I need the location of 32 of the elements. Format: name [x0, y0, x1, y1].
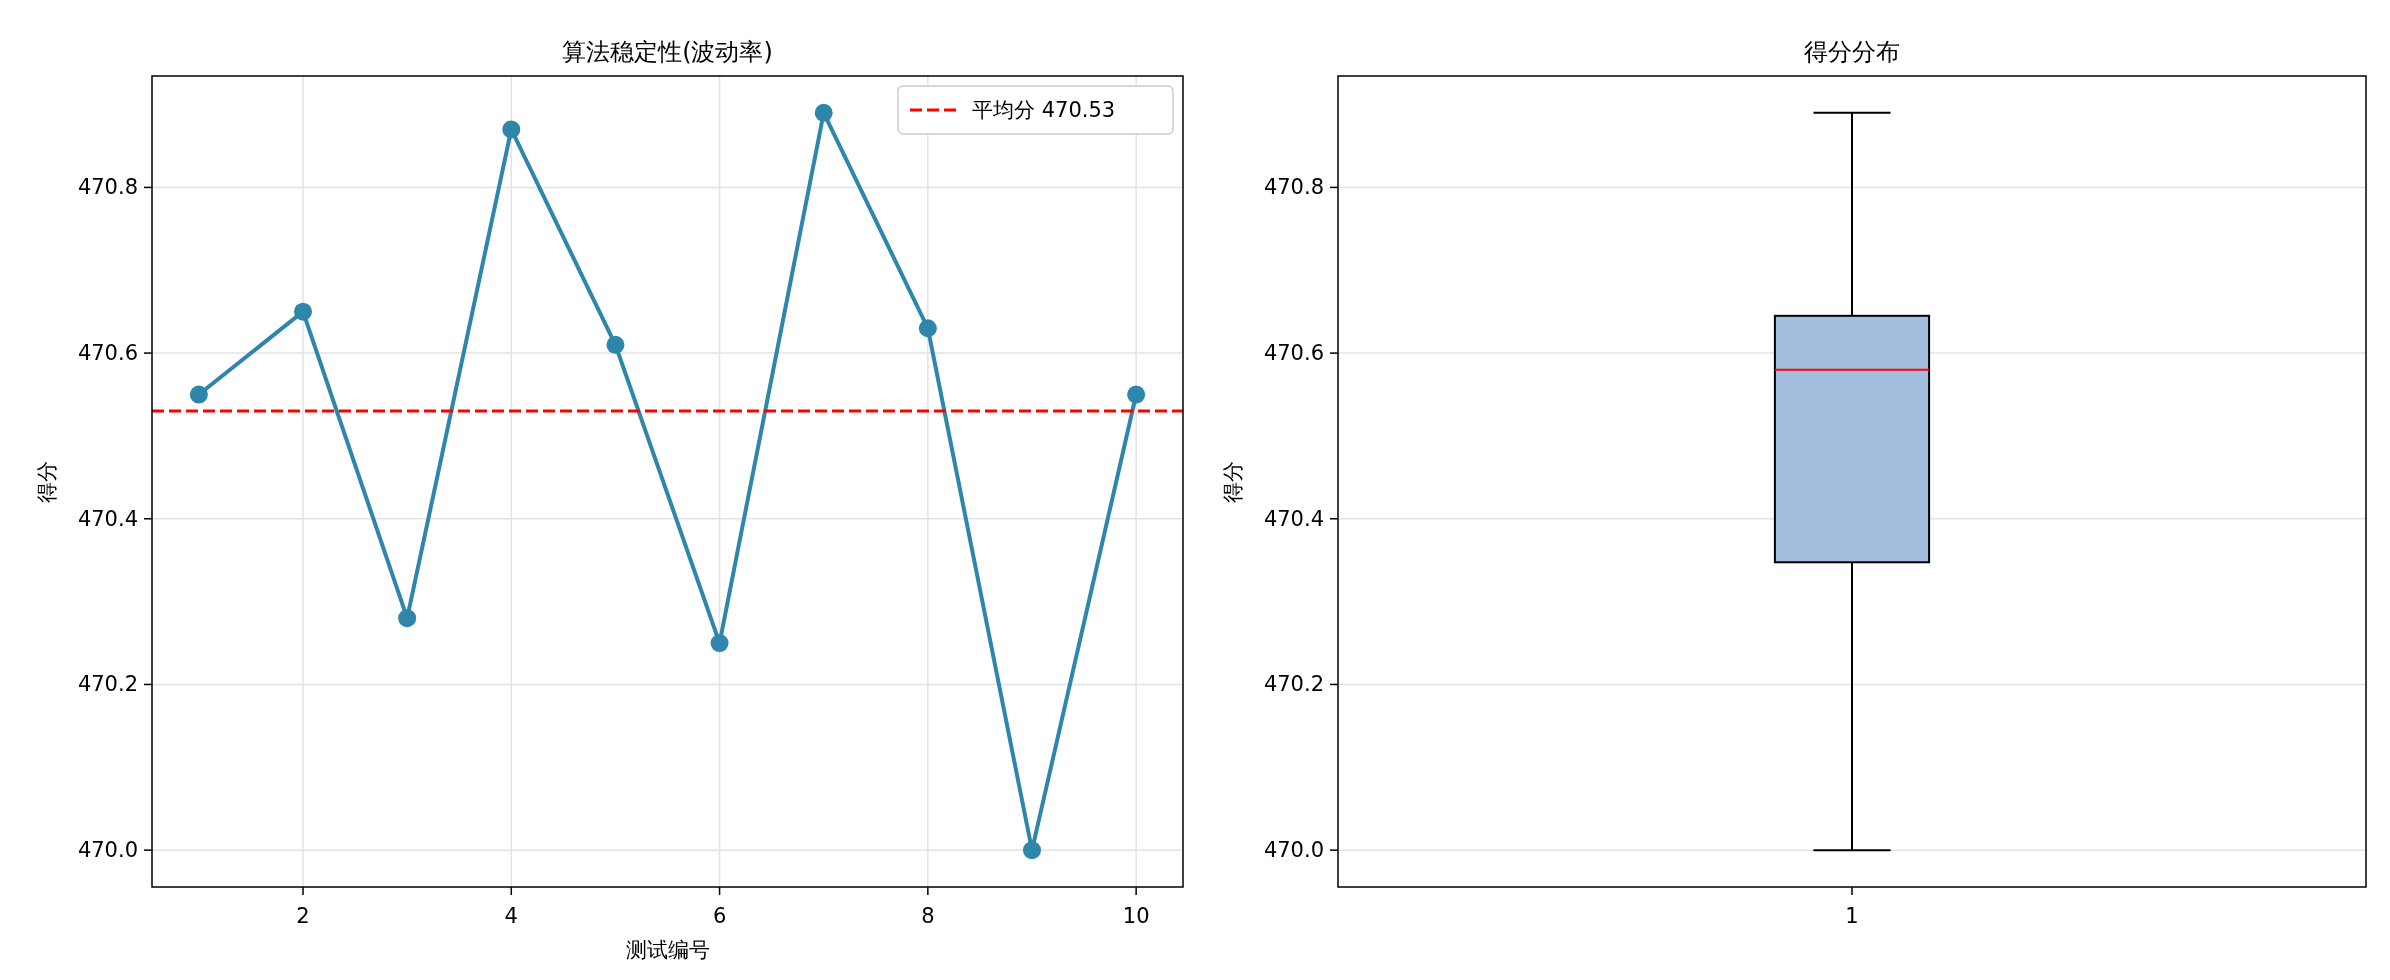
x-tick-label: 8	[921, 904, 935, 928]
point	[189, 385, 208, 404]
x-tick-label: 1	[1845, 904, 1859, 928]
y-tick-label: 470.6	[77, 341, 138, 366]
chart-title: 得分分布	[1804, 38, 1900, 66]
point	[1127, 385, 1146, 404]
chart-title: 算法稳定性(波动率)	[562, 38, 773, 66]
y-tick-label: 470.4	[1263, 506, 1324, 531]
y-tick-label: 470.0	[77, 838, 138, 863]
y-tick-label: 470.4	[77, 506, 138, 531]
legend-label: 平均分 470.53	[972, 98, 1116, 122]
y-tick-label: 470.2	[1263, 672, 1324, 697]
x-tick-label: 6	[712, 904, 727, 928]
point	[918, 319, 937, 338]
y-axis-title: 得分	[1221, 460, 1245, 503]
y-tick-label: 470.8	[1263, 175, 1324, 200]
y-tick-label: 470.8	[77, 175, 138, 200]
y-axis-title: 得分	[35, 460, 59, 503]
x-tick-label: 10	[1122, 904, 1150, 928]
y-tick-label: 470.6	[1263, 341, 1324, 366]
y-tick-label: 470.0	[1263, 838, 1324, 863]
x-tick-label: 4	[504, 904, 518, 928]
x-axis-title: 测试编号	[625, 938, 710, 962]
y-tick-label: 470.2	[77, 672, 138, 697]
point	[606, 335, 625, 354]
point	[1022, 841, 1041, 860]
point	[502, 120, 521, 139]
point	[710, 634, 729, 653]
point	[814, 103, 833, 122]
point	[398, 609, 417, 628]
point	[294, 302, 313, 321]
x-tick-label: 2	[296, 904, 310, 928]
